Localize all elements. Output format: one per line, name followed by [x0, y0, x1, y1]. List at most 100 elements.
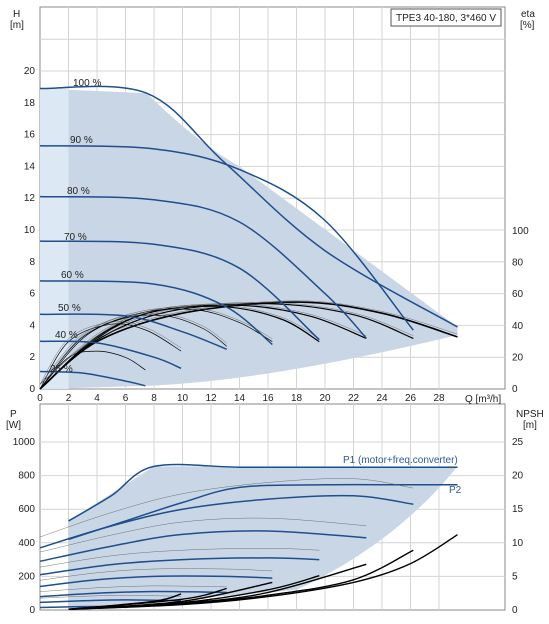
lower-y2-tick-label: 0 — [512, 605, 518, 616]
power-contour — [39, 548, 320, 568]
speed-label-60: 60 % — [61, 270, 84, 281]
x-tick-label: 22 — [348, 393, 360, 404]
power-operating-area — [68, 466, 458, 610]
power-curve — [39, 557, 320, 576]
upper-y2-unit: [%] — [520, 20, 535, 31]
lower-y2-tick-label: 15 — [512, 504, 524, 515]
x-tick-label: 18 — [291, 393, 303, 404]
power-contour — [39, 478, 414, 538]
lower-y2-unit: [m] — [523, 420, 537, 431]
upper-y-tick-label: 0 — [29, 384, 35, 395]
lower-y-tick-label: 1000 — [13, 437, 36, 448]
upper-y-tick-label: 14 — [24, 161, 36, 172]
efficiency-curve — [39, 308, 273, 390]
head-curve — [39, 280, 273, 346]
upper-y-tick-label: 12 — [24, 193, 36, 204]
title-box — [390, 8, 502, 27]
upper-y2-tick-label: 80 — [512, 258, 524, 269]
power-curve — [39, 530, 367, 563]
x-tick-label: 8 — [151, 393, 157, 404]
upper-y2-tick-label: 60 — [512, 289, 524, 300]
upper-y-unit: [m] — [10, 20, 24, 31]
upper-y-tick-label: 16 — [24, 130, 36, 141]
efficiency-curve — [39, 314, 227, 390]
lower-y2-tick-label: 5 — [512, 571, 518, 582]
lower-y2-tick-label: 25 — [512, 437, 524, 448]
power-contour — [39, 595, 182, 599]
lower-y-tick-label: 400 — [18, 538, 35, 549]
speed-label-25: 25 % — [50, 364, 73, 375]
speed-label-80: 80 % — [67, 186, 90, 197]
upper-y-tick-label: 2 — [29, 352, 35, 363]
head-low-flow-area — [40, 88, 69, 390]
efficiency-curve — [39, 323, 182, 390]
efficiency-contour — [39, 304, 320, 385]
upper-y2-tick-label: 20 — [512, 352, 524, 363]
speed-label-50: 50 % — [58, 303, 81, 314]
x-tick-label: 26 — [405, 393, 417, 404]
chart-title: TPE3 40-180, 3*460 V — [396, 13, 496, 24]
upper-y2-tick-label: 0 — [512, 384, 518, 395]
upper-y-tick-label: 8 — [29, 257, 35, 268]
lower-y-unit: [W] — [6, 420, 21, 431]
x-tick-label: 4 — [94, 393, 100, 404]
lower-y2-tick-label: 20 — [512, 471, 524, 482]
x-tick-label: 0 — [37, 393, 43, 404]
power-curve — [39, 494, 414, 549]
lower-y-tick-label: 200 — [18, 571, 35, 582]
x-axis-label: Q [m³/h] — [465, 394, 501, 405]
upper-y-tick-label: 6 — [29, 289, 35, 300]
x-tick-label: 24 — [376, 393, 388, 404]
power-contour — [39, 568, 273, 581]
series-label-p1: P1 (motor+freq.converter) — [343, 455, 458, 466]
speed-label-70: 70 % — [64, 232, 87, 243]
power-curve — [39, 575, 273, 588]
power-curve — [39, 590, 227, 598]
lower-y2-label: NPSH — [516, 409, 544, 420]
upper-y-tick-label: 20 — [24, 66, 36, 77]
x-tick-label: 28 — [433, 393, 445, 404]
curve-layer — [39, 85, 458, 610]
lower-y-tick-label: 0 — [29, 605, 35, 616]
speed-label-90: 90 % — [70, 135, 93, 146]
upper-y-tick-label: 4 — [29, 320, 35, 331]
x-tick-label: 12 — [205, 393, 217, 404]
power-curve — [39, 599, 182, 604]
tick-labels: 0 2 4 6 8 10 12 14 16 18 20 22 24 26 28024681012141618… — [13, 66, 529, 616]
series-label-p2: P2 — [449, 485, 462, 496]
upper-y2-tick-label: 40 — [512, 321, 524, 332]
head-curve — [39, 195, 367, 339]
head-curve — [39, 340, 182, 369]
lower-y-tick-label: 800 — [18, 471, 35, 482]
x-tick-label: 2 — [66, 393, 72, 404]
x-tick-label: 6 — [123, 393, 129, 404]
efficiency-contour — [39, 313, 227, 385]
upper-y-tick-label: 18 — [24, 98, 36, 109]
power-curve — [68, 483, 458, 541]
head-curve — [39, 144, 414, 331]
x-tick-label: 14 — [234, 393, 246, 404]
x-tick-label: 20 — [319, 393, 331, 404]
upper-y-tick-label: 10 — [24, 225, 36, 236]
speed-label-100: 100 % — [73, 78, 101, 89]
x-tick-label: 10 — [177, 393, 189, 404]
head-curve — [39, 370, 146, 387]
lower-y2-tick-label: 10 — [512, 538, 524, 549]
x-tick-label: 16 — [262, 393, 274, 404]
power-curve — [68, 463, 458, 522]
head-curve — [39, 313, 227, 350]
efficiency-contour — [39, 321, 182, 385]
lower-y-label: P — [10, 409, 17, 420]
upper-y2-label: eta — [521, 9, 535, 20]
efficiency-curve — [39, 350, 146, 390]
upper-y2-tick-label: 100 — [512, 226, 529, 237]
power-contour — [39, 517, 367, 553]
lower-y-tick-label: 600 — [18, 504, 35, 515]
upper-y-label: H — [13, 9, 20, 20]
power-contour — [39, 585, 227, 592]
head-curve — [39, 240, 320, 341]
speed-label-40: 40 % — [55, 330, 78, 341]
npsh-curve — [68, 593, 182, 610]
